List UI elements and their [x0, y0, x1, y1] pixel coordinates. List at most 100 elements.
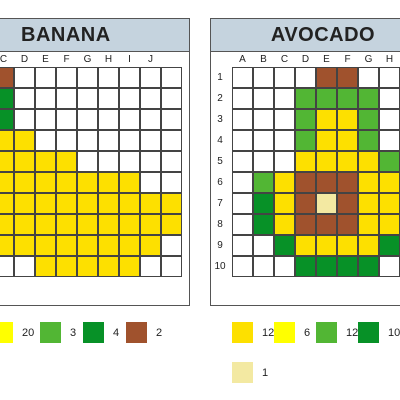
grid-cell	[161, 151, 182, 172]
grid-cell	[98, 235, 119, 256]
avocado-title: AVOCADO	[211, 19, 400, 52]
grid-cell	[14, 130, 35, 151]
grid-cell	[358, 151, 379, 172]
grid-cell	[98, 214, 119, 235]
grid-cell	[119, 214, 140, 235]
grid-cell	[337, 256, 358, 277]
grid-cell	[274, 193, 295, 214]
legend-item: 12	[232, 322, 274, 343]
legend-count: 1	[262, 366, 269, 379]
grid-cell	[379, 235, 400, 256]
color-swatch	[126, 322, 147, 343]
grid-cell	[295, 130, 316, 151]
grid-cell	[161, 130, 182, 151]
grid-cell	[98, 67, 119, 88]
grid-cell	[98, 151, 119, 172]
row-label: 2	[217, 93, 223, 104]
grid-cell	[253, 130, 274, 151]
legend-item: 4	[83, 322, 119, 343]
grid-cell	[358, 67, 379, 88]
grid-cell	[14, 214, 35, 235]
row-label: 7	[217, 198, 223, 209]
grid-cell	[140, 193, 161, 214]
grid-cell	[274, 130, 295, 151]
grid-cell	[140, 235, 161, 256]
grid-cell	[77, 235, 98, 256]
grid-cell	[14, 109, 35, 130]
grid-cell	[274, 151, 295, 172]
legend-count: 20	[22, 326, 35, 339]
column-label: H	[104, 54, 113, 65]
grid-cell	[253, 235, 274, 256]
grid-cell	[161, 235, 182, 256]
grid-cell	[119, 235, 140, 256]
grid-cell	[0, 214, 14, 235]
grid-cell	[0, 172, 14, 193]
grid-cell	[316, 214, 337, 235]
grid-cell	[161, 88, 182, 109]
grid-cell	[35, 151, 56, 172]
grid-cell	[253, 256, 274, 277]
grid-cell	[119, 67, 140, 88]
grid-cell	[253, 151, 274, 172]
grid-cell	[337, 214, 358, 235]
legend-count: 3	[70, 326, 77, 339]
legend-item: 10	[358, 322, 400, 343]
column-label: F	[63, 54, 70, 65]
grid-cell	[14, 235, 35, 256]
grid-cell	[295, 193, 316, 214]
grid-cell	[379, 214, 400, 235]
column-label: H	[385, 54, 394, 65]
grid-cell	[232, 88, 253, 109]
grid-cell	[56, 109, 77, 130]
grid-cell	[14, 193, 35, 214]
row-label: 5	[217, 156, 223, 167]
grid-cell	[56, 235, 77, 256]
grid-cell	[295, 172, 316, 193]
grid-cell	[295, 151, 316, 172]
grid-cell	[232, 235, 253, 256]
grid-cell	[337, 235, 358, 256]
grid-cell	[119, 88, 140, 109]
color-swatch	[83, 322, 104, 343]
grid-cell	[379, 193, 400, 214]
grid-cell	[98, 172, 119, 193]
grid-cell	[14, 88, 35, 109]
grid-cell	[0, 256, 14, 277]
grid-cell	[140, 67, 161, 88]
legend-count: 6	[304, 326, 311, 339]
grid-cell	[77, 256, 98, 277]
grid-cell	[35, 235, 56, 256]
grid-cell	[77, 151, 98, 172]
grid-cell	[161, 172, 182, 193]
grid-cell	[56, 151, 77, 172]
row-label: 9	[217, 240, 223, 251]
grid-cell	[77, 193, 98, 214]
grid-cell	[56, 193, 77, 214]
grid-cell	[35, 214, 56, 235]
grid-cell	[14, 151, 35, 172]
grid-cell	[119, 151, 140, 172]
grid-cell	[274, 67, 295, 88]
grid-cell	[35, 256, 56, 277]
grid-cell	[316, 256, 337, 277]
grid-cell	[379, 88, 400, 109]
legend-count: 12	[346, 326, 359, 339]
color-swatch	[232, 362, 253, 383]
grid-cell	[253, 172, 274, 193]
grid-cell	[295, 256, 316, 277]
row-label: 3	[217, 114, 223, 125]
column-label: B	[260, 54, 267, 65]
grid-cell	[119, 172, 140, 193]
grid-cell	[14, 67, 35, 88]
grid-cell	[56, 88, 77, 109]
grid-cell	[316, 130, 337, 151]
grid-cell	[253, 67, 274, 88]
grid-cell	[274, 88, 295, 109]
grid-cell	[379, 130, 400, 151]
grid-cell	[253, 88, 274, 109]
grid-cell	[35, 88, 56, 109]
color-swatch	[274, 322, 295, 343]
column-label: J	[148, 54, 153, 65]
grid-cell	[77, 214, 98, 235]
